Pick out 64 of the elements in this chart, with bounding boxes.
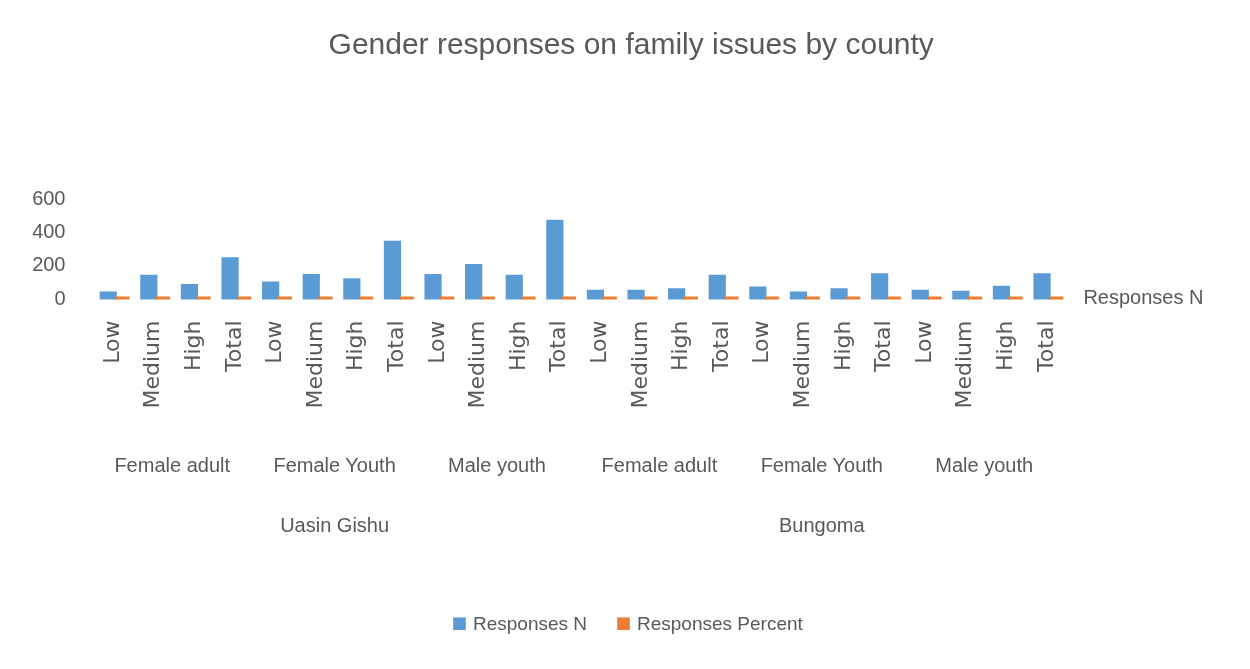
bar [302, 274, 320, 300]
bar [465, 264, 483, 300]
x-tick-label: Low [586, 320, 611, 364]
text: Male youth [935, 454, 1034, 476]
x-tick-label: Low [261, 320, 287, 364]
bar [383, 240, 402, 300]
text: Female Youth [760, 454, 883, 476]
bar [749, 286, 767, 300]
text: Female Youth [273, 454, 396, 476]
legend-label: Responses N [473, 612, 588, 634]
x-tick-label: Total [220, 320, 246, 373]
bar [789, 291, 808, 300]
bar [262, 281, 280, 300]
bar [140, 274, 158, 300]
chart-title: Gender responses on family issues by county [328, 27, 934, 60]
text: Bungoma [778, 514, 866, 536]
bar [546, 219, 564, 300]
x-tick-label: Total [707, 320, 733, 373]
x-tick-label: Low [423, 320, 449, 364]
legend-label: Responses Percent [637, 612, 804, 634]
x-tick-label: High [342, 320, 368, 372]
bar [99, 291, 117, 300]
x-tick-label: Medium [789, 320, 814, 409]
text: Female adult [601, 454, 718, 476]
y-tick-label: 600 [32, 186, 66, 209]
bar [627, 289, 645, 300]
x-tick-label: Medium [301, 320, 327, 409]
x-tick-label: High [829, 320, 855, 372]
x-tick-label: Medium [626, 320, 652, 409]
text: Male youth [448, 454, 546, 476]
bar [952, 290, 970, 300]
x-tick-label: Total [383, 320, 408, 373]
y-tick-label: 200 [32, 253, 66, 276]
bar [992, 285, 1011, 300]
bar [871, 273, 889, 300]
x-tick-label: Medium [464, 320, 490, 409]
bar [586, 289, 605, 300]
bar [830, 288, 848, 300]
bar [343, 278, 361, 300]
x-tick-label: Total [545, 320, 571, 373]
text: Female adult [114, 454, 231, 476]
text: Uasin Gishu [280, 514, 390, 536]
x-tick-label: Total [870, 320, 896, 373]
y-tick-label: 0 [54, 286, 66, 309]
bar [221, 257, 239, 300]
x-tick-label: High [992, 320, 1017, 372]
bar [180, 284, 199, 300]
bar [708, 274, 726, 300]
bar [668, 288, 686, 300]
bar [505, 274, 523, 300]
x-tick-label: Low [910, 320, 936, 364]
bar [424, 274, 442, 300]
text: Responses N [1083, 286, 1204, 308]
y-tick-label: 400 [32, 219, 66, 242]
x-tick-label: Medium [139, 320, 165, 409]
x-tick-label: Medium [951, 320, 977, 409]
x-tick-label: High [667, 320, 693, 372]
bar [911, 289, 929, 300]
x-tick-label: Low [98, 320, 124, 364]
x-tick-label: High [504, 320, 530, 372]
bar [1033, 273, 1051, 300]
x-tick-label: High [180, 320, 205, 372]
x-tick-label: Total [1032, 320, 1058, 373]
x-tick-label: Low [748, 320, 774, 364]
